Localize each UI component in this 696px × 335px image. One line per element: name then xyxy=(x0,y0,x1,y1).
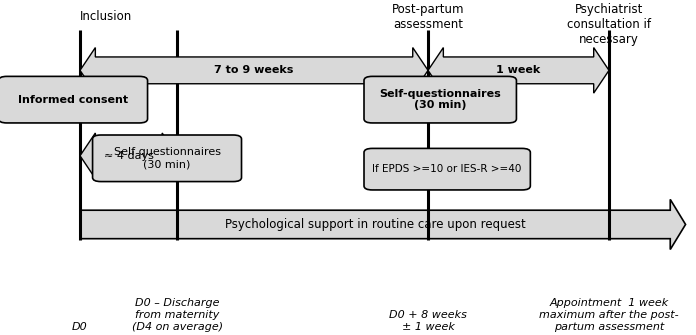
Text: ≈ 4 days: ≈ 4 days xyxy=(104,151,154,161)
Polygon shape xyxy=(80,133,177,179)
Polygon shape xyxy=(80,48,428,93)
Polygon shape xyxy=(80,199,686,250)
Text: If EPDS >=10 or IES-R >=40: If EPDS >=10 or IES-R >=40 xyxy=(372,164,522,174)
Text: D0 – Discharge
from maternity
(D4 on average): D0 – Discharge from maternity (D4 on ave… xyxy=(132,298,223,332)
FancyBboxPatch shape xyxy=(0,76,148,123)
Text: D0: D0 xyxy=(72,322,88,332)
Text: Informed consent: Informed consent xyxy=(18,95,128,105)
Text: Self questionnaires
(30 min): Self questionnaires (30 min) xyxy=(113,147,221,169)
FancyBboxPatch shape xyxy=(364,76,516,123)
Text: Self-questionnaires
(30 min): Self-questionnaires (30 min) xyxy=(379,89,501,111)
Text: 1 week: 1 week xyxy=(496,65,541,75)
Text: 7 to 9 weeks: 7 to 9 weeks xyxy=(214,65,294,75)
Text: Post-partum
assessment: Post-partum assessment xyxy=(392,3,464,31)
Text: Inclusion: Inclusion xyxy=(80,10,132,23)
Text: D0 + 8 weeks
± 1 week: D0 + 8 weeks ± 1 week xyxy=(389,310,467,332)
Polygon shape xyxy=(428,48,609,93)
Text: Psychiatrist
consultation if
necessary: Psychiatrist consultation if necessary xyxy=(567,3,651,46)
Text: Appointment  1 week
maximum after the post-
partum assessment: Appointment 1 week maximum after the pos… xyxy=(539,298,679,332)
FancyBboxPatch shape xyxy=(93,135,242,182)
Text: Psychological support in routine care upon request: Psychological support in routine care up… xyxy=(225,218,525,231)
FancyBboxPatch shape xyxy=(364,148,530,190)
